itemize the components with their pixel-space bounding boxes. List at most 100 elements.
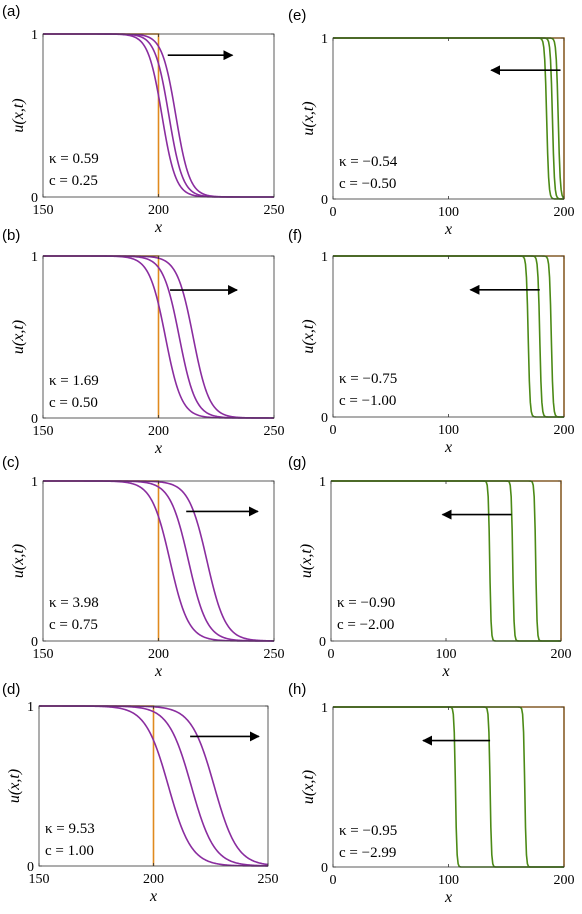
x-axis-label: x (444, 221, 452, 238)
speed-annotation: c = 0.75 (49, 617, 98, 633)
x-tick-label: 250 (264, 647, 285, 662)
series-line-1 (333, 706, 564, 868)
series-line-1 (333, 37, 565, 199)
x-tick-label: 200 (148, 647, 169, 662)
panel-e: (e) 0 100 200 0 1 x u(x,t) κ = −0.54 c = −0.50 (288, 7, 575, 238)
initial-condition-line (333, 706, 565, 867)
speed-annotation: c = 0.50 (49, 395, 98, 411)
x-tick-label: 250 (264, 424, 285, 439)
panel-g: (g) 0 100 200 0 1 x u(x,t) κ = −0.90 c = −2.00 (288, 454, 572, 680)
kappa-annotation: κ = −0.54 (339, 154, 398, 170)
x-tick-label: 250 (264, 203, 285, 218)
y-tick-label: 1 (31, 28, 38, 43)
kappa-annotation: κ = −0.90 (337, 595, 395, 611)
x-tick-label: 150 (33, 647, 54, 662)
plot-frame (332, 706, 565, 868)
panel-label-d: (d) (2, 681, 20, 698)
x-tick-label: 150 (29, 872, 50, 887)
panel-label-f: (f) (288, 227, 302, 244)
x-tick-label: 200 (143, 872, 164, 887)
y-tick-label: 1 (321, 701, 328, 716)
y-tick-label: 0 (319, 635, 326, 650)
speed-annotation: c = −2.99 (339, 845, 396, 861)
y-tick-label: 1 (31, 250, 38, 265)
x-tick-label: 0 (330, 205, 337, 220)
x-tick-label: 0 (330, 423, 337, 438)
y-tick-label: 0 (321, 411, 328, 426)
y-axis-label: u(x,t) (300, 770, 317, 804)
x-tick-label: 250 (258, 872, 279, 887)
kappa-annotation: κ = 3.98 (49, 595, 99, 611)
y-tick-label: 1 (321, 32, 328, 47)
kappa-annotation: κ = 1.69 (49, 373, 99, 389)
panel-label-e: (e) (288, 7, 306, 24)
speed-annotation: c = 0.25 (49, 173, 98, 189)
panel-label-b: (b) (2, 227, 20, 244)
x-axis-label: x (149, 888, 157, 905)
panel-label-c: (c) (2, 454, 20, 471)
x-axis-label: x (444, 889, 452, 906)
panel-f: (f) 0 100 200 0 1 x u(x,t) κ = −0.75 c = −1.00 (288, 227, 575, 456)
y-tick-label: 0 (31, 635, 38, 650)
y-axis-label: u(x,t) (6, 769, 23, 803)
y-tick-label: 1 (27, 700, 34, 715)
x-tick-label: 200 (554, 423, 575, 438)
x-tick-label: 0 (330, 873, 337, 888)
y-tick-label: 1 (319, 475, 326, 490)
x-tick-label: 200 (554, 873, 575, 888)
panel-a: (a) 150 200 250 0 1 x u(x,t) κ = 0.59 c = 0.25 (2, 3, 285, 236)
speed-annotation: c = −0.50 (339, 176, 396, 192)
kappa-annotation: κ = −0.95 (339, 823, 397, 839)
plot-frame (332, 37, 565, 200)
x-axis-label: x (154, 219, 162, 236)
speed-annotation: c = −2.00 (337, 617, 394, 633)
x-tick-label: 200 (148, 203, 169, 218)
initial-condition-line (333, 37, 565, 199)
panels: (a) 150 200 250 0 1 x u(x,t) κ = 0.59 c = 0.25 (b)… (2, 3, 575, 906)
y-axis-label: u(x,t) (10, 98, 27, 132)
y-tick-label: 0 (27, 860, 34, 875)
y-axis-label: u(x,t) (300, 101, 317, 135)
x-tick-label: 200 (148, 424, 169, 439)
x-tick-label: 100 (438, 873, 459, 888)
y-tick-label: 0 (321, 193, 328, 208)
panel-b: (b) 150 200 250 0 1 x u(x,t) κ = 1.69 c = 0.50 (2, 227, 285, 457)
y-tick-label: 1 (31, 475, 38, 490)
y-tick-label: 0 (321, 861, 328, 876)
kappa-annotation: κ = 0.59 (49, 151, 99, 167)
series-line-3 (333, 706, 564, 868)
x-tick-label: 100 (438, 423, 459, 438)
y-tick-label: 1 (321, 250, 328, 265)
panel-c: (c) 150 200 250 0 1 x u(x,t) κ = 3.98 c = 0.75 (2, 454, 285, 680)
panel-label-a: (a) (2, 3, 20, 20)
speed-annotation: c = −1.00 (339, 393, 396, 409)
series-line-2 (333, 37, 565, 200)
kappa-annotation: κ = 9.53 (45, 821, 95, 837)
kappa-annotation: κ = −0.75 (339, 371, 397, 387)
y-tick-label: 0 (31, 412, 38, 427)
panel-h: (h) 0 100 200 0 1 x u(x,t) κ = −0.95 c = −2.99 (288, 681, 575, 906)
panel-label-g: (g) (288, 454, 306, 471)
x-tick-label: 100 (438, 205, 459, 220)
x-tick-label: 0 (328, 647, 335, 662)
panel-label-h: (h) (288, 681, 306, 698)
x-tick-label: 200 (551, 647, 572, 662)
x-axis-label: x (154, 663, 162, 680)
y-tick-label: 0 (31, 191, 38, 206)
y-axis-label: u(x,t) (298, 544, 315, 578)
y-axis-label: u(x,t) (300, 319, 317, 353)
x-axis-label: x (441, 663, 449, 680)
speed-annotation: c = 1.00 (45, 843, 94, 859)
series-line-3 (333, 37, 564, 200)
x-axis-label: x (154, 440, 162, 457)
initial-condition-line (39, 705, 155, 866)
y-axis-label: u(x,t) (10, 544, 27, 578)
initial-condition-line (43, 255, 160, 418)
x-tick-label: 150 (33, 203, 54, 218)
panel-d: (d) 150 200 250 0 1 x u(x,t) κ = 9.53 c = 1.00 (2, 681, 279, 905)
x-tick-label: 100 (436, 647, 457, 662)
y-axis-label: u(x,t) (10, 320, 27, 354)
x-axis-label: x (444, 439, 452, 456)
series-line-2 (333, 706, 564, 868)
